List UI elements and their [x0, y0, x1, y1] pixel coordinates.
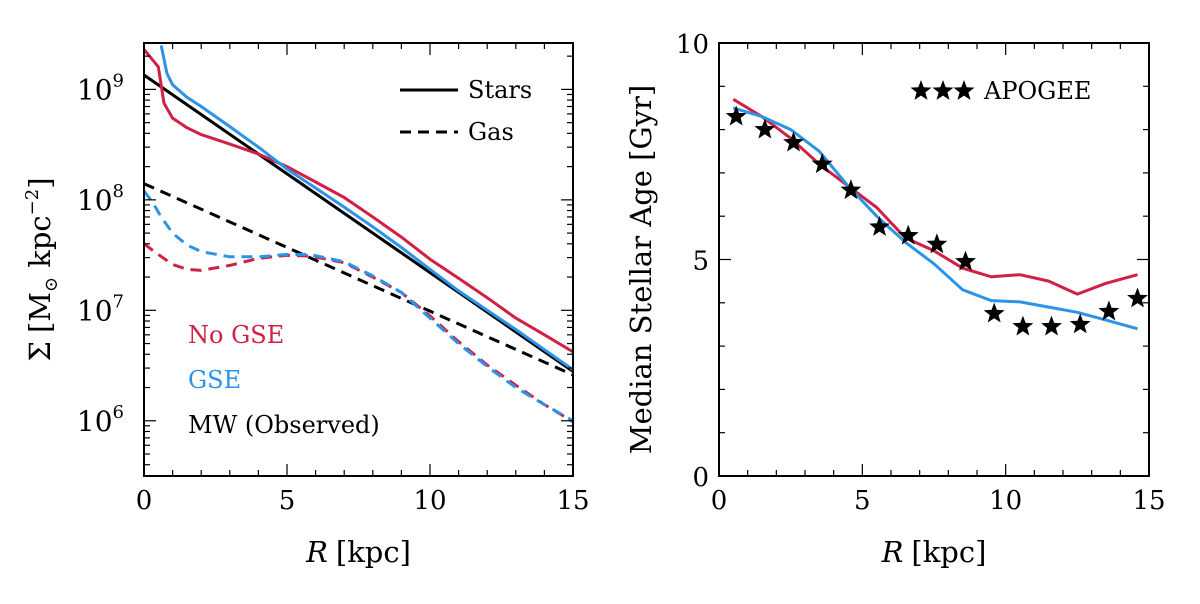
apogee-star-point: [955, 250, 976, 271]
series-line-gse-stars: [159, 45, 573, 371]
apogee-star-point: [840, 179, 862, 200]
y-axis-unit-sub: ⊙: [41, 277, 62, 292]
x-axis-label: R [kpc]: [881, 535, 987, 569]
apogee-star-point: [869, 216, 890, 236]
legend-label-apogee: APOGEE: [983, 77, 1091, 105]
x-tick-label: 15: [556, 486, 589, 516]
x-tick-label: 10: [413, 486, 446, 516]
model-legend-label: No GSE: [188, 321, 284, 349]
x-tick-label: 10: [989, 486, 1022, 516]
left-series-group: [144, 45, 573, 423]
apogee-star-point: [1012, 315, 1034, 336]
apogee-star-point: [725, 105, 747, 126]
legend-star-icon: [932, 80, 954, 100]
apogee-star-point: [754, 118, 776, 139]
apogee-star-point: [983, 302, 1005, 323]
model-legend-label: GSE: [188, 366, 241, 394]
apogee-star-point: [897, 224, 919, 245]
y-tick-base: 10: [77, 294, 113, 327]
apogee-star-point: [1098, 300, 1120, 321]
y-tick-label: 108: [77, 181, 124, 217]
series-line-mw-observed-stars: [144, 73, 573, 373]
x-axis-unit: [kpc]: [911, 535, 986, 569]
series-line-mw-observed-gas: [144, 182, 573, 377]
x-tick-label: 5: [854, 486, 871, 516]
y-tick-exponent: 7: [113, 291, 124, 312]
apogee-star-point: [926, 233, 948, 254]
model-legend-label: MW (Observed): [188, 411, 380, 439]
x-tick-label: 0: [136, 486, 153, 516]
y-axis-unit-mid: kpc: [23, 215, 57, 277]
y-tick-label: 10: [676, 30, 709, 60]
apogee-star-point: [1069, 313, 1091, 334]
y-axis-unit-suffix: ]: [23, 177, 57, 188]
y-tick-exponent: 9: [113, 70, 124, 91]
y-tick-label: 106: [77, 402, 124, 438]
y-axis-label: Median Stellar Age [Gyr]: [624, 85, 658, 454]
y-tick-base: 10: [77, 73, 113, 106]
x-axis-variable: R: [305, 535, 328, 569]
y-tick-label: 107: [77, 291, 124, 327]
y-tick-base: 10: [77, 405, 113, 438]
x-axis-label: R [kpc]: [305, 535, 411, 569]
x-axis-unit: [kpc]: [336, 535, 411, 569]
y-axis-symbol: Σ: [23, 341, 57, 362]
series-line-no-gse-stars: [144, 48, 573, 354]
y-tick-base: 10: [77, 184, 113, 217]
x-tick-label: 5: [279, 486, 296, 516]
y-axis-label: Σ [M⊙ kpc−2]: [22, 177, 62, 361]
y-tick-label: 5: [692, 247, 709, 277]
y-axis-unit-sup: −2: [22, 189, 43, 216]
legend-label-stars: Stars: [468, 76, 532, 104]
legend-star-icon: [953, 80, 975, 100]
y-axis-unit-prefix: [M: [23, 292, 57, 333]
age-line-gse: [732, 106, 1138, 331]
apogee-star-point: [1041, 315, 1062, 336]
apogee-star-point: [783, 131, 804, 152]
y-tick-label: 0: [692, 463, 709, 493]
x-tick-label: 0: [711, 486, 728, 516]
left-plot-frame: [143, 42, 574, 477]
x-tick-label: 15: [1132, 486, 1165, 516]
x-axis-variable: R: [881, 535, 904, 569]
y-tick-exponent: 6: [113, 402, 124, 423]
apogee-star-point: [1127, 287, 1148, 308]
apogee-star-point: [811, 153, 833, 174]
y-tick-label: 109: [77, 70, 124, 106]
legend-star-icon: [910, 80, 932, 100]
right-plot-frame: [718, 42, 1150, 477]
y-tick-exponent: 8: [113, 181, 124, 202]
legend-label-gas: Gas: [468, 118, 514, 146]
